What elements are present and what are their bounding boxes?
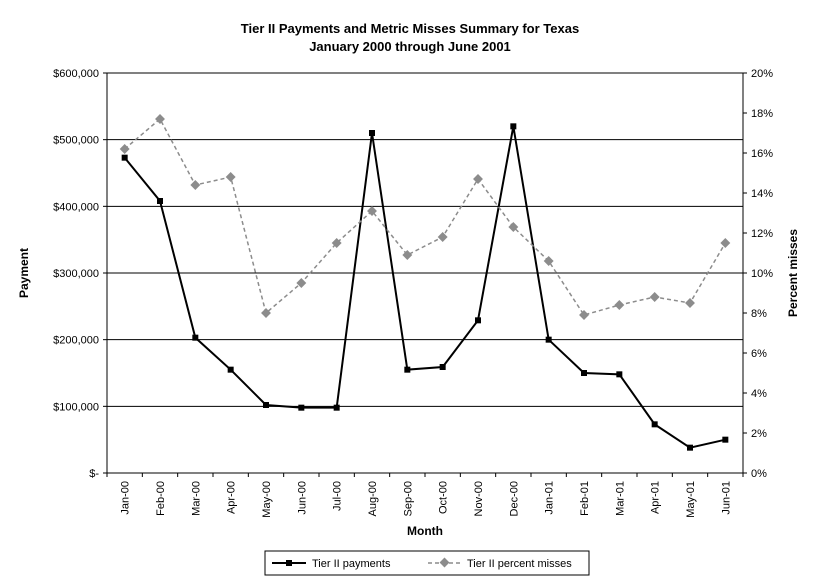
legend-marker-misses bbox=[439, 557, 450, 568]
payment-point bbox=[157, 198, 163, 204]
percent-miss-point bbox=[261, 308, 271, 318]
payment-point bbox=[510, 123, 517, 130]
x-tick-label: May-00 bbox=[261, 481, 273, 518]
payment-point bbox=[263, 402, 269, 408]
y2-tick-label: 4% bbox=[751, 388, 767, 400]
x-tick-label: Mar-00 bbox=[190, 481, 202, 516]
x-tick-label: Feb-01 bbox=[579, 481, 591, 516]
payment-point bbox=[651, 421, 658, 428]
percent-miss-point bbox=[614, 300, 625, 310]
x-tick-label: Dec-00 bbox=[508, 481, 520, 516]
legend: Tier II payments Tier II percent misses bbox=[264, 550, 590, 576]
percent-miss-point bbox=[190, 180, 201, 190]
payment-point bbox=[687, 444, 693, 451]
y2-tick-label: 18% bbox=[751, 108, 773, 120]
percent-miss-point bbox=[649, 292, 660, 302]
x-tick-label: Oct-00 bbox=[438, 481, 450, 514]
percent-miss-point bbox=[367, 206, 377, 216]
x-tick-label: Mar-01 bbox=[614, 481, 626, 516]
y2-tick-label: 12% bbox=[751, 228, 773, 240]
y2-tick-label: 16% bbox=[751, 148, 773, 160]
payment-point bbox=[404, 366, 411, 373]
payment-point bbox=[227, 366, 234, 373]
x-tick-label: Feb-00 bbox=[155, 481, 167, 516]
x-tick-label: Jun-00 bbox=[296, 481, 308, 515]
x-tick-label: Apr-01 bbox=[650, 481, 662, 514]
chart-title: Tier II Payments and Metric Misses Summa… bbox=[241, 21, 579, 36]
y2-tick-label: 6% bbox=[751, 348, 767, 360]
x-tick-label: Nov-00 bbox=[473, 481, 485, 516]
x-tick-label: Jan-01 bbox=[544, 481, 556, 515]
y-tick-label: $100,000 bbox=[53, 401, 99, 413]
percent-miss-point bbox=[402, 250, 413, 260]
percent-miss-point bbox=[296, 278, 307, 288]
payment-point bbox=[333, 404, 340, 411]
percent-miss-point bbox=[331, 238, 342, 248]
x-tick-label: Aug-00 bbox=[367, 481, 379, 516]
payment-point bbox=[581, 370, 587, 376]
payment-point bbox=[439, 364, 446, 370]
legend-label-payments: Tier II payments bbox=[312, 558, 391, 570]
percent-miss-point bbox=[543, 256, 554, 266]
payment-point bbox=[722, 436, 729, 443]
y-tick-label: $- bbox=[89, 468, 99, 480]
percent-miss-point bbox=[579, 310, 589, 320]
x-tick-label: Sep-00 bbox=[402, 481, 414, 516]
percent-miss-point bbox=[437, 232, 448, 242]
legend-label-misses: Tier II percent misses bbox=[467, 558, 572, 570]
x-tick-label: May-01 bbox=[685, 481, 697, 518]
x-tick-label: Jan-00 bbox=[120, 481, 132, 515]
y-tick-label: $200,000 bbox=[53, 335, 99, 347]
payment-point bbox=[192, 334, 199, 341]
series-line-percent-misses bbox=[124, 117, 726, 316]
chart-subtitle: January 2000 through June 2001 bbox=[309, 39, 511, 54]
payment-point bbox=[545, 336, 552, 343]
y2-tick-label: 20% bbox=[751, 68, 773, 80]
legend-box bbox=[264, 550, 590, 576]
x-tick-label: Jul-00 bbox=[332, 481, 344, 511]
percent-miss-point bbox=[685, 298, 695, 308]
series-line-payments bbox=[123, 126, 726, 449]
y2-axis-label: Percent misses bbox=[786, 229, 800, 317]
y-tick-label: $300,000 bbox=[53, 268, 99, 280]
percent-miss-point bbox=[720, 238, 731, 248]
x-axis-label: Month bbox=[407, 524, 443, 538]
plot-area: $- $100,000 $200,000 $300,000 $400,000 $500,0… bbox=[53, 68, 773, 518]
payment-point bbox=[298, 404, 305, 411]
payment-point bbox=[475, 317, 481, 324]
y2-tick-label: 0% bbox=[751, 468, 767, 480]
y-tick-label: $500,000 bbox=[53, 135, 99, 147]
percent-miss-point bbox=[155, 114, 165, 124]
payment-point bbox=[121, 154, 128, 161]
y2-tick-label: 8% bbox=[751, 308, 767, 320]
x-tick-label: Jun-01 bbox=[720, 481, 732, 515]
percent-miss-point bbox=[225, 172, 236, 182]
percent-miss-point bbox=[473, 174, 483, 184]
percent-miss-point bbox=[119, 144, 130, 154]
y2-tick-label: 2% bbox=[751, 428, 767, 440]
y2-tick-label: 14% bbox=[751, 188, 773, 200]
y-tick-label: $400,000 bbox=[53, 201, 99, 213]
payment-point bbox=[616, 371, 623, 378]
y-axis-label: Payment bbox=[17, 248, 31, 298]
legend-marker-payments bbox=[286, 560, 292, 566]
y-tick-label: $600,000 bbox=[53, 68, 99, 80]
payment-point bbox=[369, 130, 375, 136]
x-tick-label: Apr-00 bbox=[226, 481, 238, 514]
y2-tick-label: 10% bbox=[751, 268, 773, 280]
